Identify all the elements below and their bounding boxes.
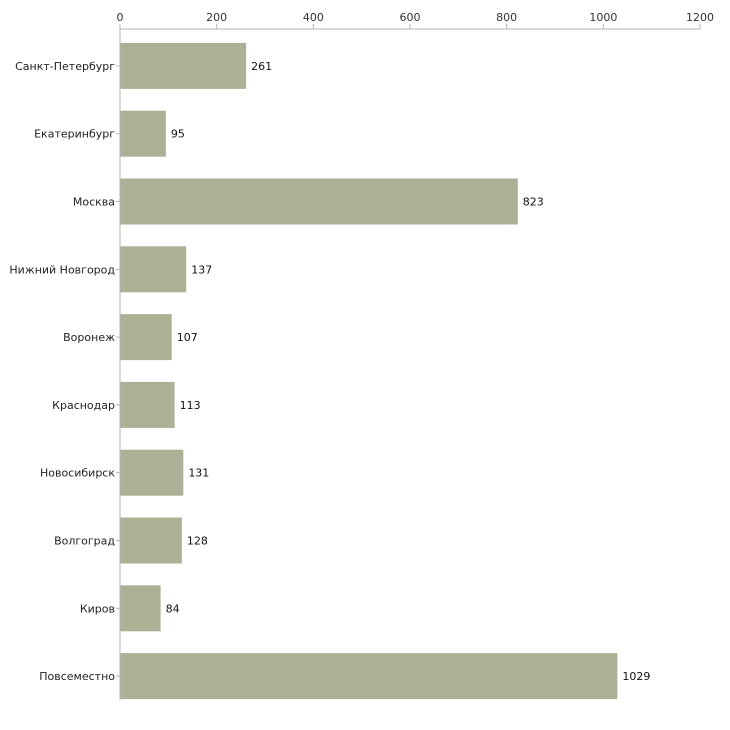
data-label: 131 [188, 467, 209, 480]
bar [120, 381, 175, 428]
x-tick-label: 600 [400, 11, 421, 24]
data-label: 84 [166, 602, 180, 615]
category-label: Повсеместно [39, 670, 115, 683]
bar [120, 585, 161, 632]
bar [120, 178, 518, 225]
data-label: 113 [180, 399, 201, 412]
category-label: Воронеж [63, 331, 115, 344]
category-label: Волгоград [54, 535, 115, 548]
category-label: Москва [73, 196, 115, 209]
bar [120, 517, 182, 564]
data-label: 1029 [622, 670, 650, 683]
data-label: 823 [523, 196, 544, 209]
data-label: 107 [177, 331, 198, 344]
category-label: Краснодар [52, 399, 115, 412]
category-label: Нижний Новгород [9, 263, 115, 276]
data-label: 137 [191, 263, 212, 276]
bar [120, 653, 618, 700]
x-tick-label: 800 [496, 11, 517, 24]
bar [120, 42, 247, 89]
category-labels: Санкт-Петербург Екатеринбург Москва Нижний … [9, 60, 115, 683]
data-label: 95 [171, 128, 185, 141]
bar [120, 314, 172, 361]
x-tick-label: 200 [206, 11, 227, 24]
x-tick-label: 1000 [589, 11, 617, 24]
y-axis [116, 29, 121, 700]
x-tick-label: 400 [303, 11, 324, 24]
x-tick-label: 0 [117, 11, 124, 24]
x-tick-label: 1200 [686, 11, 714, 24]
category-label: Санкт-Петербург [15, 60, 115, 73]
category-label: Киров [80, 602, 115, 615]
category-label: Екатеринбург [34, 128, 115, 141]
category-label: Новосибирск [40, 467, 115, 480]
data-labels: 261 95 823 137 107 113 131 128 84 1029 [166, 60, 651, 683]
x-axis: 0 200 400 600 800 1000 1200 [117, 11, 714, 30]
bars [120, 42, 618, 700]
bar [120, 449, 184, 496]
bar [120, 110, 166, 157]
data-label: 128 [187, 535, 208, 548]
bar [120, 246, 187, 293]
data-label: 261 [251, 60, 272, 73]
